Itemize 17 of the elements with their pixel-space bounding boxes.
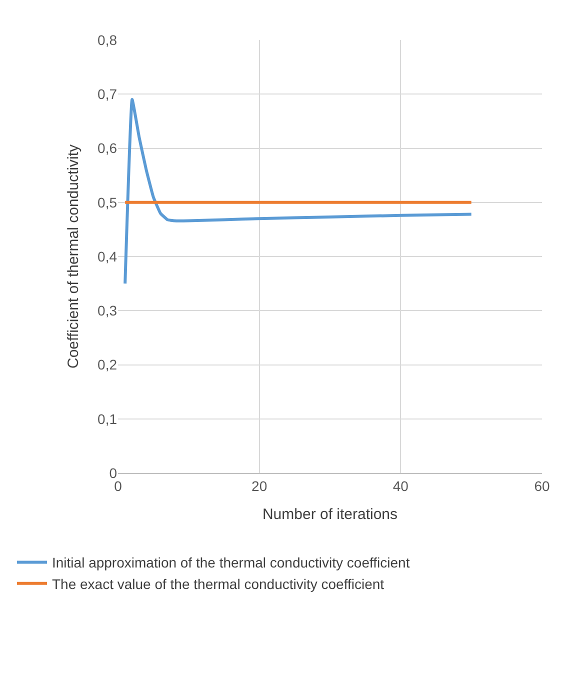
x-tick-label: 20 — [252, 478, 268, 494]
x-tick-label: 60 — [534, 478, 550, 494]
y-axis-title: Coefficient of thermal conductivity — [64, 144, 82, 368]
y-tick-label: 0,1 — [98, 410, 118, 427]
y-tick-label: 0,7 — [98, 86, 118, 102]
y-tick-label: 0 — [109, 464, 118, 481]
y-tick-label: 0,4 — [98, 248, 118, 264]
y-tick-label: 0,5 — [98, 194, 118, 210]
y-tick-label: 0,2 — [98, 356, 118, 373]
legend-label: Initial approximation of the thermal conductivity coefficient — [52, 554, 410, 571]
legend-label: The exact value of the thermal conductivity coefficient — [52, 576, 384, 592]
y-tick-label: 0,6 — [98, 140, 118, 156]
x-tick-label: 40 — [392, 478, 409, 494]
line-series — [124, 98, 473, 286]
y-tick-label: 0,8 — [98, 32, 118, 48]
y-tick-label: 0,3 — [98, 302, 118, 319]
x-axis-title: Number of iterations — [262, 506, 398, 523]
